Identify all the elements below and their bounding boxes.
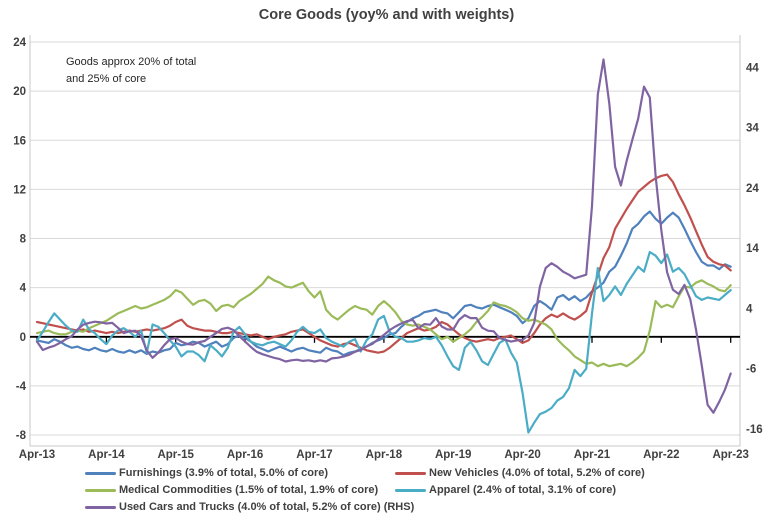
series-line-medical [35,275,732,368]
series-line-apparel [35,250,732,434]
series-line-furnishings [35,210,732,357]
x-axis-tick-label: Apr-19 [435,449,471,461]
x-axis-tick-label: Apr-22 [643,449,679,461]
right-axis-tick-label: 24 [746,183,759,195]
legend-swatch-new_vehicles [395,471,426,475]
chart-title: Core Goods (yoy% and with weights) [258,7,515,23]
legend-swatch-apparel [395,488,426,492]
legend-label: Medical Commodities (1.5% of total, 1.9%… [119,484,379,496]
x-axis-tick-label: Apr-16 [227,449,263,461]
left-axis-tick-label: 20 [13,86,26,98]
right-axis-tick-label: 14 [746,243,759,255]
left-axis-tick-label: 8 [20,234,27,246]
left-axis-tick-label: 24 [13,37,26,49]
right-axis-tick-label: -16 [746,424,763,436]
annotation-line-1: Goods approx 20% of total [66,56,197,68]
legend-column-left: Furnishings (3.9% of total, 5.0% of core… [85,465,414,516]
x-axis-tick-label: Apr-15 [157,449,194,461]
left-axis-tick-label: -8 [16,430,27,442]
series-line-new_vehicles [35,173,732,354]
weights-annotation: Goods approx 20% of total and 25% of cor… [66,54,196,87]
legend-item: Used Cars and Trucks (4.0% of total, 5.2… [85,499,414,515]
legend-item: Furnishings (3.9% of total, 5.0% of core… [85,465,414,481]
x-axis-tick-label: Apr-17 [296,449,332,461]
legend-item: New Vehicles (4.0% of total, 5.2% of cor… [395,465,645,481]
left-axis-tick-label: 12 [13,184,26,196]
left-axis-tick-label: -4 [16,381,27,393]
right-axis-tick-label: 44 [746,62,759,74]
x-axis-tick-label: Apr-13 [19,449,55,461]
x-axis-tick-label: Apr-20 [504,449,540,461]
series-line-used_cars [35,58,732,414]
legend-swatch-used_cars [85,505,116,509]
right-axis-tick-label: 4 [746,303,753,315]
x-axis-tick-label: Apr-23 [712,449,748,461]
right-axis-tick-label: 34 [746,123,759,135]
legend-item: Medical Commodities (1.5% of total, 1.9%… [85,482,414,498]
left-axis-tick-label: 0 [20,332,26,344]
left-axis-tick-label: 4 [20,283,27,295]
x-axis-tick-label: Apr-18 [366,449,403,461]
x-axis-tick-label: Apr-14 [88,449,125,461]
right-axis-tick-label: -6 [746,364,756,376]
legend-label: New Vehicles (4.0% of total, 5.2% of cor… [429,467,645,479]
annotation-line-2: and 25% of core [66,72,147,85]
left-axis-tick-label: 16 [13,135,26,147]
legend-swatch-furnishings [85,471,116,475]
legend-column-right: New Vehicles (4.0% of total, 5.2% of cor… [395,465,645,499]
legend-label: Furnishings (3.9% of total, 5.0% of core… [119,467,329,479]
legend-label: Used Cars and Trucks (4.0% of total, 5.2… [119,501,415,513]
x-axis-tick-label: Apr-21 [574,449,611,461]
legend-label: Apparel (2.4% of total, 3.1% of core) [429,484,617,496]
legend-swatch-medical [85,488,116,492]
legend-item: Apparel (2.4% of total, 3.1% of core) [395,482,645,498]
